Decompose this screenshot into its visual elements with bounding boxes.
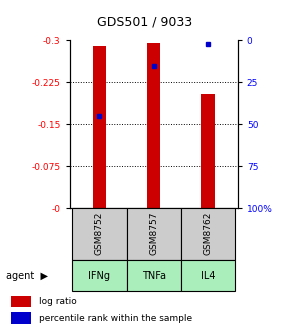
Bar [72,208,126,260]
Bar [11,296,31,307]
Text: GSM8762: GSM8762 [204,212,213,255]
Bar [126,260,181,291]
Text: GSM8752: GSM8752 [95,212,104,255]
Bar [126,208,181,260]
Text: percentile rank within the sample: percentile rank within the sample [39,314,192,323]
Text: GSM8757: GSM8757 [149,212,158,255]
Bar [93,46,106,208]
Bar [181,208,235,260]
Text: log ratio: log ratio [39,297,77,306]
Bar [201,93,215,208]
Text: agent  ▶: agent ▶ [6,270,48,281]
Bar [11,312,31,324]
Text: GDS501 / 9033: GDS501 / 9033 [97,15,193,28]
Text: TNFa: TNFa [142,270,166,281]
Bar [72,260,126,291]
Text: IL4: IL4 [201,270,215,281]
Bar [181,260,235,291]
Bar [147,43,160,208]
Text: IFNg: IFNg [88,270,110,281]
